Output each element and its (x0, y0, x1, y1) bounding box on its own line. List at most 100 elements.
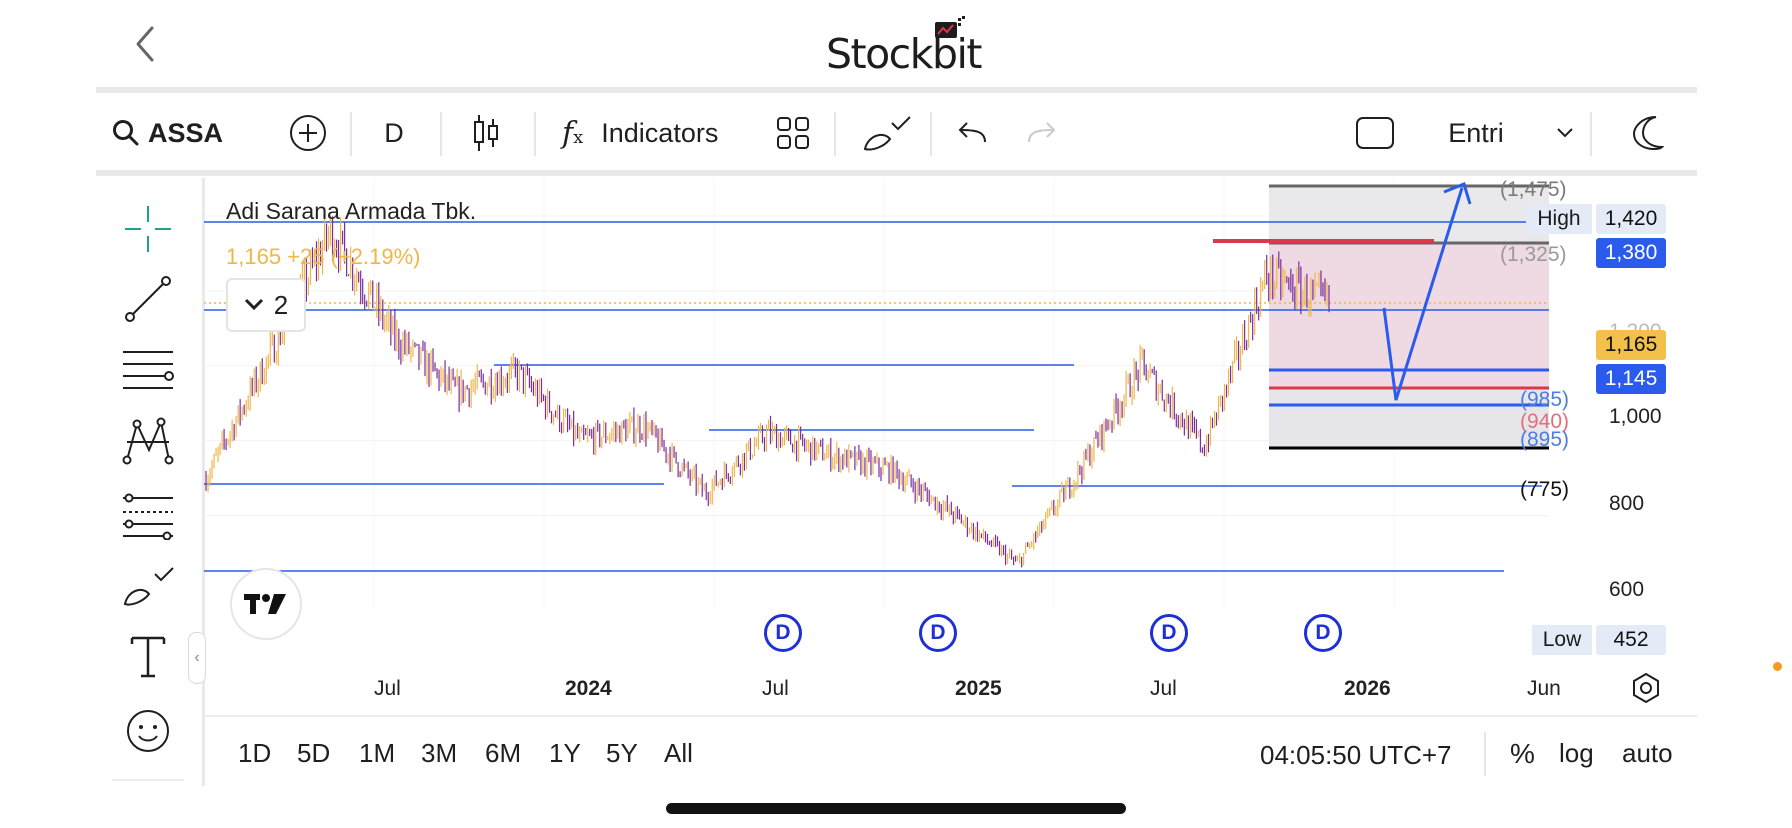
dividend-marker[interactable]: D (919, 614, 957, 652)
forecasting-tool[interactable] (112, 484, 184, 546)
layout-name: Entri (1448, 117, 1504, 148)
range-1y[interactable]: 1Y (549, 738, 581, 768)
time-label: 2026 (1344, 677, 1391, 700)
time-label: 2024 (565, 677, 612, 700)
level-label-775: (775) (1520, 478, 1570, 501)
fullscreen-button[interactable] (1350, 96, 1400, 170)
trend-line-icon (125, 276, 171, 322)
text-tool[interactable] (112, 626, 184, 688)
range-5d[interactable]: 5D (297, 738, 331, 768)
chart-border (202, 178, 205, 786)
toolbar-separator (440, 112, 442, 156)
symbol-search-button[interactable]: ASSA (112, 96, 242, 170)
compare-symbol-button[interactable] (276, 96, 340, 170)
side-indicator-dot (1773, 662, 1782, 671)
projection-box-bottom (1269, 388, 1549, 448)
range-all[interactable]: All (664, 738, 693, 768)
interval-button[interactable]: D (384, 117, 404, 148)
redo-icon (1028, 122, 1056, 143)
add-circle-icon (290, 115, 326, 151)
emoji-tool[interactable] (112, 700, 184, 762)
crosshair-tool[interactable] (112, 198, 184, 260)
tradingview-icon (244, 594, 286, 614)
projection-box-mid (1269, 243, 1549, 388)
grid-icon (777, 117, 809, 149)
smiley-icon (127, 710, 169, 752)
toolbar-separator (350, 112, 352, 156)
tradingview-logo[interactable] (230, 568, 302, 640)
search-icon (113, 120, 139, 146)
price-chart[interactable] (204, 178, 1697, 718)
range-1d[interactable]: 1D (238, 738, 272, 768)
company-name: Adi Sarana Armada Tbk. (226, 198, 477, 224)
dividend-marker[interactable]: D (1150, 614, 1188, 652)
undo-button[interactable] (944, 96, 1000, 170)
dividend-marker[interactable]: D (764, 614, 802, 652)
bottom-separator (1484, 732, 1486, 776)
crosshair-icon (125, 206, 171, 252)
bottom-divider (204, 715, 1697, 717)
range-5y[interactable]: 5Y (606, 738, 638, 768)
auto-scale-toggle[interactable]: auto (1622, 738, 1673, 768)
forecast-icon (123, 493, 173, 540)
toolbar-divider (96, 170, 1697, 176)
time-label: Jul (1150, 677, 1177, 700)
low-label: Low (1532, 625, 1592, 655)
chevron-down-icon (1557, 128, 1573, 138)
pattern-tool[interactable] (112, 410, 184, 472)
toolbar-separator (930, 112, 932, 156)
quote-change: 1,165 +25 (+2.19%) (226, 244, 421, 269)
level-label-1475: (1,475) (1500, 178, 1567, 201)
redo-button[interactable] (1014, 96, 1070, 170)
log-scale-toggle[interactable]: log (1559, 738, 1594, 768)
layout-grid-button[interactable] (768, 96, 818, 170)
projection-box-top (1269, 186, 1549, 243)
percent-scale-toggle[interactable]: % (1510, 738, 1535, 769)
trend-line-tool[interactable] (112, 268, 184, 330)
sidebar-divider (112, 779, 184, 781)
horizontal-lines-icon (123, 351, 174, 389)
time-label: 2025 (955, 677, 1002, 700)
brush-tool[interactable] (112, 554, 184, 616)
indicators-label: Indicators (601, 117, 719, 148)
theme-toggle-button[interactable] (1622, 96, 1672, 170)
function-icon: fx (562, 115, 584, 151)
logo-chart-icon (935, 16, 965, 38)
dividend-marker[interactable]: D (1304, 614, 1342, 652)
toolbar-separator (834, 112, 836, 156)
indicators-button[interactable]: fx Indicators (562, 96, 742, 170)
toolbar-separator (1590, 112, 1592, 156)
stockbit-logo: Stockbit (826, 30, 982, 78)
low-value: 452 (1596, 625, 1666, 655)
indicator-collapse-button[interactable]: 2 (226, 278, 306, 332)
chart-toolbar: ASSA D fx Indicators (96, 96, 1697, 170)
high-value: 1,420 (1596, 204, 1666, 234)
last-price-tag: 1,165 (1596, 330, 1666, 360)
undo-icon (958, 122, 986, 143)
candles (205, 215, 1330, 568)
level-label-1325: (1,325) (1500, 243, 1567, 266)
price-label: 1,000 (1609, 405, 1662, 428)
fib-retracement-tool[interactable] (112, 340, 184, 402)
level-label-940: (940) (1520, 410, 1570, 433)
brush-icon (123, 567, 174, 606)
range-3m[interactable]: 3M (421, 738, 458, 768)
header-divider (96, 87, 1697, 93)
range-6m[interactable]: 6M (485, 738, 522, 768)
toolbar-separator (534, 112, 536, 156)
range-1m[interactable]: 1M (359, 738, 396, 768)
layout-select[interactable]: Entri (1436, 96, 1586, 170)
chart-type-button[interactable] (456, 96, 516, 170)
price-label: 600 (1609, 578, 1645, 601)
price-tag-1380: 1,380 (1596, 238, 1666, 268)
brush-check-icon (863, 116, 911, 151)
square-icon (1356, 117, 1394, 149)
text-icon (130, 636, 166, 678)
sidebar-collapse-handle[interactable]: ‹ (188, 632, 206, 684)
candlestick-icon (474, 115, 498, 151)
symbol-label: ASSA (148, 117, 224, 148)
drawing-templates-button[interactable] (854, 96, 920, 170)
price-tag-1145: 1,145 (1596, 364, 1666, 394)
settings-hexagon-icon[interactable] (1630, 672, 1662, 704)
back-chevron-icon[interactable] (130, 24, 160, 64)
